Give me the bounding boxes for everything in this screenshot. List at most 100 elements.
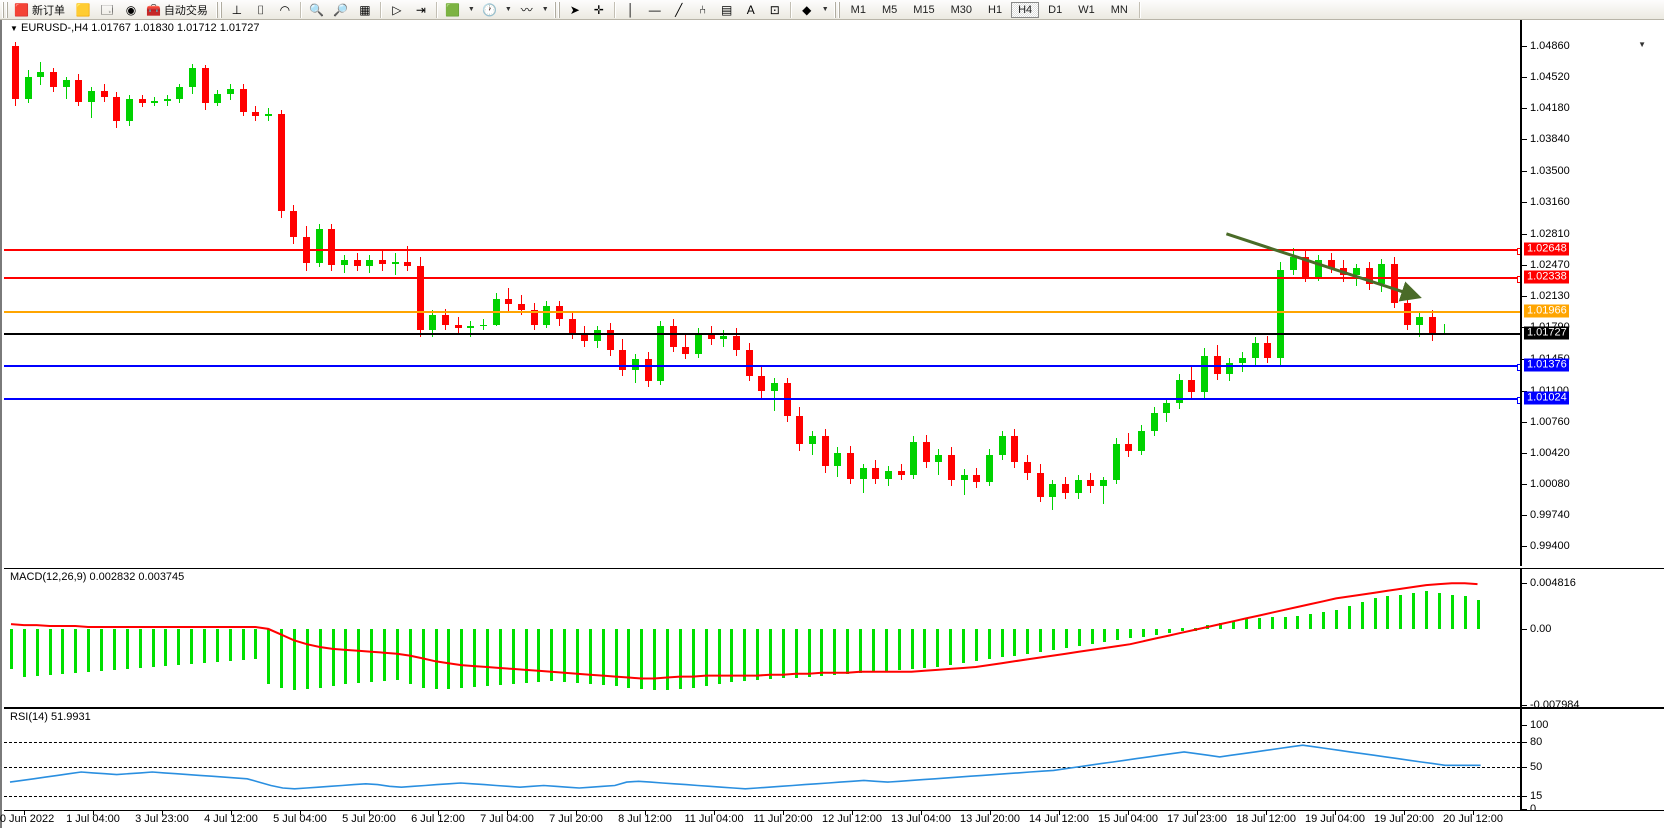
add-indicator-chevron-down-icon[interactable]: ▼ bbox=[467, 6, 475, 13]
auto-scroll-button[interactable]: ▷ bbox=[386, 0, 408, 20]
price-chip-pivot[interactable]: 1.01966 bbox=[1524, 304, 1569, 318]
level-handle[interactable] bbox=[1517, 396, 1520, 404]
price-tick-label: 1.03500 bbox=[1530, 164, 1570, 177]
rsi-plot-area[interactable] bbox=[4, 709, 1520, 827]
time-tick-label: 5 Jul 20:00 bbox=[342, 813, 396, 825]
macd-pane[interactable]: MACD(12,26,9) 0.002832 0.003745 0.004816… bbox=[4, 568, 1664, 711]
timeframe-h1[interactable]: H1 bbox=[988, 3, 1003, 16]
price-pane[interactable]: ▼ EURUSD-,H4 1.01767 1.01830 1.01712 1.0… bbox=[4, 20, 1664, 566]
macd-histogram-bar bbox=[1167, 628, 1171, 633]
chart-scroll-chevron-down-icon[interactable]: ▼ bbox=[1638, 40, 1646, 49]
toolbar-grip-4[interactable] bbox=[833, 1, 841, 18]
line-chart-button[interactable]: ◠ bbox=[274, 0, 296, 20]
macd-histogram-bar bbox=[61, 628, 65, 674]
text-label-button[interactable]: A bbox=[740, 0, 762, 20]
cursor-icon: ➤ bbox=[569, 2, 580, 17]
templates-button[interactable]: 〰 bbox=[516, 0, 538, 20]
toolbar-grip-2[interactable] bbox=[215, 1, 223, 18]
price-chip-support-2[interactable]: 1.01024 bbox=[1524, 391, 1569, 405]
price-chip-current-price[interactable]: 1.01727 bbox=[1524, 326, 1569, 340]
timeframe-d1[interactable]: D1 bbox=[1048, 3, 1063, 16]
macd-axis[interactable]: 0.004816 0.00 -0.007984 bbox=[1520, 569, 1664, 711]
macd-histogram-bar bbox=[151, 628, 155, 668]
time-tick bbox=[1128, 811, 1129, 815]
candle bbox=[1024, 20, 1031, 566]
candle bbox=[214, 20, 222, 566]
time-tick-label: 13 Jul 20:00 bbox=[960, 813, 1020, 825]
macd-histogram-bar bbox=[678, 628, 682, 689]
price-chip-resistance-2[interactable]: 1.02338 bbox=[1524, 270, 1569, 284]
cursor-button[interactable]: ➤ bbox=[564, 0, 586, 20]
fibonacci-button[interactable]: ▤ bbox=[716, 0, 738, 20]
candle bbox=[1416, 20, 1424, 566]
equidistant-channel-button[interactable]: ⑃ bbox=[692, 0, 714, 20]
toolbar-grip[interactable] bbox=[2, 1, 9, 18]
crosshair-button[interactable]: ✛ bbox=[588, 0, 610, 20]
period-chevron-down-icon[interactable]: ▼ bbox=[504, 6, 512, 13]
add-indicator-button[interactable]: 🟩 bbox=[442, 0, 464, 20]
price-plot-area[interactable] bbox=[4, 20, 1520, 566]
trendline-button[interactable]: ╱ bbox=[668, 0, 690, 20]
candle bbox=[454, 20, 462, 566]
chart-shift-button[interactable]: ⇥ bbox=[410, 0, 432, 20]
time-axis[interactable]: 30 Jun 2022 1 Jul 04:00 3 Jul 23:00 4 Jul 1… bbox=[0, 810, 1664, 828]
shapes-icon: ◆ bbox=[802, 2, 812, 17]
level-handle[interactable] bbox=[1517, 364, 1520, 372]
level-handle[interactable] bbox=[1517, 247, 1520, 255]
level-line-support-2[interactable] bbox=[4, 396, 1520, 404]
candle bbox=[669, 20, 677, 566]
bar-chart-button[interactable]: ⊥ bbox=[226, 0, 248, 20]
time-tick bbox=[162, 811, 163, 815]
new-order-button[interactable]: 🟥 新订单 bbox=[12, 0, 70, 20]
level-line-support-1[interactable] bbox=[4, 364, 1520, 372]
period-button[interactable]: 🕐 bbox=[479, 0, 501, 20]
price-axis[interactable]: 1.04860 1.04520 1.04180 1.03840 1.03500 1.031… bbox=[1520, 20, 1664, 566]
level-line-resistance-2[interactable] bbox=[4, 276, 1520, 284]
macd-plot-area[interactable] bbox=[4, 569, 1520, 707]
rsi-tick-label: 15 bbox=[1530, 790, 1543, 803]
timeframe-w1[interactable]: W1 bbox=[1078, 3, 1095, 16]
expert-advisor-button[interactable]: 🟨 bbox=[72, 0, 94, 20]
autotrading-button[interactable]: 🧰 自动交易 bbox=[144, 0, 213, 20]
shapes-chevron-down-icon[interactable]: ▼ bbox=[821, 6, 829, 13]
vertical-line-button[interactable]: │ bbox=[620, 0, 642, 20]
macd-histogram-bar bbox=[846, 628, 850, 674]
level-line-current-price[interactable] bbox=[4, 333, 1520, 336]
level-line-pivot[interactable] bbox=[4, 311, 1520, 314]
zoom-in-button[interactable]: 🔍 bbox=[306, 0, 328, 20]
chart-window[interactable]: ▼ ▼ EURUSD-,H4 1.01767 1.01830 1.01712 1… bbox=[0, 20, 1664, 828]
shapes-button[interactable]: ◆ bbox=[796, 0, 818, 20]
macd-histogram-bar bbox=[1129, 628, 1133, 639]
price-tick bbox=[1522, 170, 1527, 172]
candle bbox=[593, 20, 601, 566]
timeframe-m5[interactable]: M5 bbox=[881, 3, 898, 16]
toolbar-grip-3[interactable] bbox=[553, 1, 561, 18]
candlestick-chart-button[interactable]: ⌷ bbox=[250, 0, 272, 20]
candle bbox=[353, 20, 361, 566]
level-line-resistance-1[interactable] bbox=[4, 247, 1520, 255]
timeframe-m15[interactable]: M15 bbox=[913, 3, 935, 16]
price-chip-support-1[interactable]: 1.01376 bbox=[1524, 358, 1569, 372]
price-chip-resistance-1[interactable]: 1.02648 bbox=[1524, 242, 1569, 256]
level-handle[interactable] bbox=[1517, 276, 1520, 284]
timeframe-mn[interactable]: MN bbox=[1110, 3, 1128, 16]
time-tick bbox=[93, 811, 94, 815]
candle bbox=[1049, 20, 1057, 566]
candle bbox=[227, 20, 235, 566]
timeframe-h4[interactable]: H4 bbox=[1011, 1, 1040, 18]
zoom-out-button[interactable]: 🔎 bbox=[330, 0, 352, 20]
timeframe-m1[interactable]: M1 bbox=[850, 3, 866, 16]
text-box-button[interactable]: ⊡ bbox=[764, 0, 786, 20]
horizontal-line-icon: — bbox=[648, 2, 661, 17]
timeframe-m30[interactable]: M30 bbox=[950, 3, 973, 16]
terminal-button[interactable]: 🗔 bbox=[96, 0, 118, 20]
data-window-button[interactable]: ▦ bbox=[354, 0, 376, 20]
candle bbox=[1036, 20, 1044, 566]
rsi-axis[interactable]: 100 80 50 15 0 bbox=[1520, 709, 1664, 827]
candle bbox=[733, 20, 741, 566]
horizontal-line-button[interactable]: — bbox=[644, 0, 666, 20]
macd-histogram-bar bbox=[1154, 628, 1158, 635]
chart-collapse-chevron-down-icon[interactable]: ▼ bbox=[10, 24, 18, 33]
templates-chevron-down-icon[interactable]: ▼ bbox=[541, 6, 549, 13]
signals-button[interactable]: ◉ bbox=[120, 0, 142, 20]
